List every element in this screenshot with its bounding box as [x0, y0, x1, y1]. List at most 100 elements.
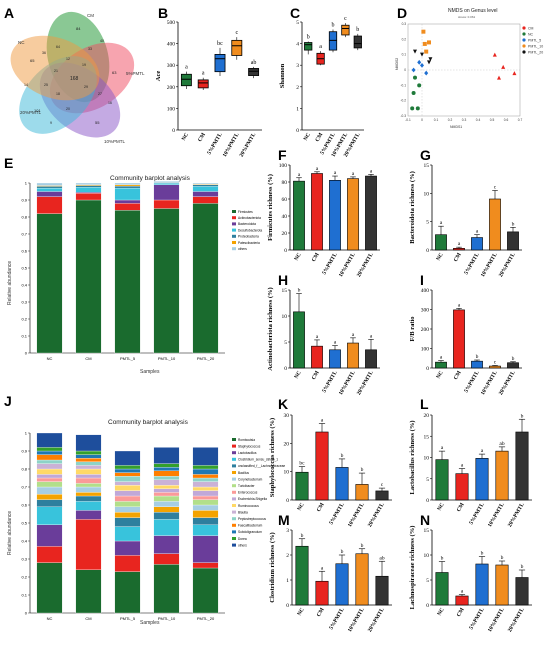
significance-letter: c	[494, 359, 497, 365]
y-axis-label: F/B ratio	[409, 316, 416, 341]
stacked-segment	[75, 458, 102, 462]
bar	[315, 580, 329, 606]
stacked-segment	[114, 485, 141, 491]
stacked-segment	[75, 193, 102, 201]
significance-letter: a	[476, 229, 479, 235]
stacked-segment	[36, 447, 63, 452]
x-tick-label: 20%PMTL	[498, 252, 517, 279]
y-tick-label: 20	[424, 413, 430, 419]
y-tick-label: 400	[421, 288, 430, 294]
venn-value: 101	[34, 108, 41, 113]
stacked-segment	[192, 504, 219, 511]
stacked-segment	[153, 492, 180, 497]
bar	[365, 175, 377, 251]
stacked-segment	[114, 203, 141, 211]
stacked-segment	[75, 434, 102, 452]
significance-letter: ab	[379, 555, 384, 561]
significance-letter: b	[361, 467, 364, 473]
stacked-segment	[192, 474, 219, 479]
legend-swatch	[232, 222, 236, 226]
x-tick-label: 0.6	[504, 118, 509, 122]
y-tick-label: 1	[25, 431, 28, 436]
legend-swatch	[232, 234, 236, 238]
stacked-segment	[192, 562, 219, 569]
stacked-segment	[114, 476, 141, 482]
x-tick-label: NC	[47, 616, 53, 621]
y-tick-label: 5	[426, 578, 429, 584]
y-tick-label: 10	[284, 470, 290, 476]
y-tick-label: 0.3	[402, 22, 407, 26]
legend-label: Faecalibacterium	[238, 524, 263, 528]
stacked-segment	[153, 479, 180, 486]
bar	[355, 484, 369, 501]
stacked-segment	[153, 183, 180, 185]
legend-label: Turicibacter	[238, 484, 255, 488]
y-tick-label: 100	[279, 163, 288, 169]
nmds-panel: NMDS on Genus level stress: 0.061 NMDS1 …	[395, 8, 497, 129]
stacked-segment	[36, 562, 63, 614]
legend-marker	[522, 32, 526, 36]
y-tick-label: 0.6	[21, 249, 27, 254]
y-tick-label: 0	[286, 603, 289, 609]
scatter-point	[424, 70, 429, 76]
x-tick-label: PMTL_20	[197, 356, 215, 361]
panel-letter-G: G	[420, 147, 431, 163]
stacked-segment	[192, 499, 219, 506]
bar	[335, 563, 349, 606]
x-tick-label: 0.1	[434, 118, 439, 122]
panel-letter-B: B	[158, 5, 168, 21]
legend-marker	[522, 38, 526, 42]
y-tick-label: 500	[167, 20, 176, 26]
stacked-segment	[36, 196, 63, 214]
stacked-segment	[114, 465, 141, 470]
stacked-segment	[36, 474, 63, 479]
y-tick-label: 0.3	[21, 557, 27, 562]
bar	[329, 349, 341, 369]
bar	[435, 572, 449, 606]
legend-label: Firmicutes	[238, 210, 253, 214]
scatter-point	[422, 41, 427, 46]
significance-letter: a	[202, 71, 205, 77]
x-tick-label: 5%PMTL	[321, 252, 338, 276]
bar	[295, 471, 309, 501]
venn-value: 12	[66, 57, 70, 61]
community-barplot-title-j: Community barplot analysis	[108, 419, 189, 426]
bar	[347, 178, 359, 251]
stacked-segment	[36, 432, 63, 448]
stacked-segment	[75, 501, 102, 511]
y-tick-label: 1	[296, 106, 299, 112]
significance-letter: a	[370, 168, 373, 174]
box	[304, 42, 313, 51]
significance-letter: b	[501, 555, 504, 561]
legend-label: others	[238, 543, 247, 547]
stacked-segment	[36, 524, 63, 547]
stacked-segment	[192, 477, 219, 482]
legend-swatch	[232, 484, 236, 488]
panel-letter-D: D	[397, 5, 407, 21]
legend-swatch	[232, 457, 236, 461]
x-tick-label: NC	[437, 502, 446, 512]
scatter-point	[497, 75, 501, 80]
y-axis-label: Staphylococcus richness (%)	[269, 418, 276, 497]
stacked-segment	[192, 191, 219, 197]
scatter-point	[420, 52, 424, 57]
significance-letter: a	[321, 418, 324, 424]
stacked-segment	[114, 472, 141, 477]
y-tick-label: 0	[426, 366, 429, 372]
x-tick-label: NC	[181, 132, 190, 142]
venn-label-10pmtl: 10%PMTL	[104, 139, 126, 144]
y-tick-label: 0.1	[402, 53, 407, 57]
y-tick-label: 15	[424, 163, 430, 169]
stacked-segment	[75, 465, 102, 470]
x-tick-label: 5%PMTL	[328, 502, 345, 526]
bar	[489, 365, 501, 369]
y-tick-label: 5	[296, 20, 299, 26]
significance-letter: a	[185, 65, 188, 71]
legend-label: Corynebacterium	[238, 477, 263, 481]
stacked-segment	[75, 477, 102, 484]
significance-letter: a	[370, 333, 373, 339]
stacked-segment	[36, 187, 63, 192]
y-tick-label: 0.9	[21, 198, 27, 203]
legend-label: Blautia	[238, 510, 248, 514]
y-axis-label: Firmicutes richness (%)	[267, 174, 274, 241]
